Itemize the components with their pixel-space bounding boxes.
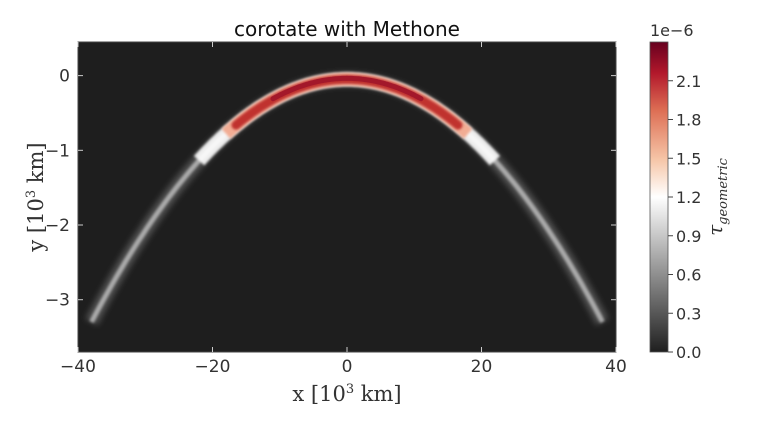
y-tick-label: 0 [59,67,70,87]
colorbar-tick-label: 1.5 [676,149,701,168]
y-axis-label-exp: 3 [24,190,39,198]
y-axis-label: y [103 km] [24,142,48,252]
arc-layer [85,72,609,326]
y-tick-label: −2 [45,216,70,236]
colorbar-multiplier: 1e−6 [650,21,694,40]
colorbar-tick-label: 0.0 [676,343,701,362]
x-tick-label: 0 [342,357,353,377]
y-axis-label-unit: km] [24,142,48,190]
plot-background [78,42,616,352]
colorbar-tick-label: 0.6 [676,266,701,285]
x-axis-label-unit: km] [354,382,402,406]
y-axis: 0 −1 −2 −3 [45,67,616,311]
x-axis-label-exp: 3 [346,382,354,397]
colorbar: 1e−6 0.0 0.3 0.6 0.9 1.2 1.5 1.8 2.1 τgeometric [649,21,731,362]
y-tick-label: −1 [45,141,70,161]
colorbar-tick-label: 0.9 [676,227,701,246]
x-tick-label: −20 [195,357,231,377]
x-tick-label: −40 [60,357,96,377]
x-axis-label: x [103 km] [292,382,401,406]
colorbar-label-sub: geometric [716,157,731,224]
x-tick-label: 40 [605,357,627,377]
colorbar-gradient [649,41,669,353]
arc-peak [270,75,424,102]
colorbar-tick-label: 1.8 [676,111,701,130]
colorbar-tick-label: 1.2 [676,188,701,207]
y-tick-label: −3 [45,291,70,311]
colorbar-tick-label: 2.1 [676,72,701,91]
chart-title: corotate with Methone [234,17,460,41]
colorbar-tick-label: 0.3 [676,304,701,323]
x-tick-label: 20 [471,357,493,377]
plot-area [77,41,617,353]
colorbar-ticks: 0.0 0.3 0.6 0.9 1.2 1.5 1.8 2.1 [668,72,701,362]
x-axis: −40 −20 0 20 40 [60,42,627,377]
colorbar-label: τgeometric [703,157,731,236]
x-axis-label-main: x [10 [292,382,345,406]
y-axis-label-main: y [10 [24,198,48,252]
colorbar-label-main: τ [703,224,727,236]
